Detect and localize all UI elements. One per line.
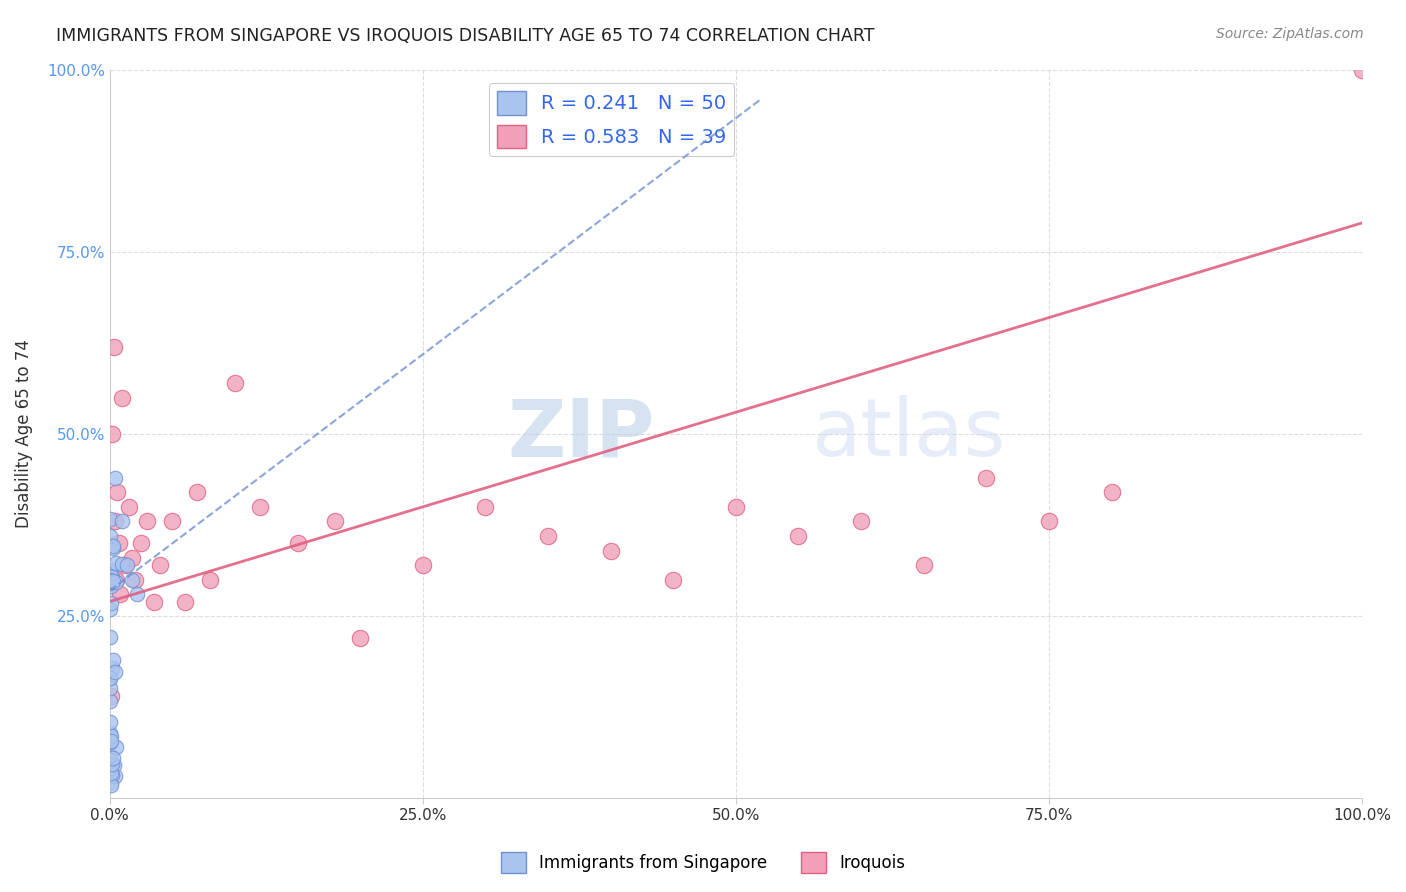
Point bbox=[108, 587, 131, 601]
Text: Source: ZipAtlas.com: Source: ZipAtlas.com bbox=[1216, 27, 1364, 41]
Point bbox=[100, 661, 122, 675]
Point bbox=[117, 500, 139, 514]
Point bbox=[100, 563, 122, 577]
Point bbox=[100, 734, 122, 748]
Point bbox=[111, 515, 134, 529]
Y-axis label: Disability Age 65 to 74: Disability Age 65 to 74 bbox=[15, 340, 32, 528]
Point bbox=[100, 689, 122, 703]
Point bbox=[287, 536, 309, 550]
Point bbox=[662, 573, 685, 587]
Point bbox=[173, 594, 195, 608]
Point bbox=[349, 631, 371, 645]
Point bbox=[101, 574, 124, 588]
Legend: R = 0.241   N = 50, R = 0.583   N = 39: R = 0.241 N = 50, R = 0.583 N = 39 bbox=[489, 84, 734, 156]
Point bbox=[100, 766, 122, 780]
Point bbox=[111, 391, 134, 405]
Point bbox=[100, 715, 122, 730]
Point bbox=[186, 485, 208, 500]
Point bbox=[98, 512, 121, 526]
Point bbox=[127, 587, 149, 601]
Point bbox=[100, 573, 122, 587]
Point bbox=[98, 630, 121, 644]
Point bbox=[100, 579, 122, 593]
Point bbox=[198, 573, 221, 587]
Point bbox=[98, 726, 121, 740]
Point bbox=[98, 681, 121, 695]
Text: atlas: atlas bbox=[811, 395, 1005, 473]
Point bbox=[129, 536, 152, 550]
Point bbox=[101, 653, 124, 667]
Point bbox=[101, 756, 124, 771]
Point bbox=[104, 471, 127, 485]
Point bbox=[100, 774, 122, 789]
Point bbox=[98, 756, 121, 771]
Point bbox=[98, 575, 121, 590]
Point bbox=[142, 594, 165, 608]
Point bbox=[104, 665, 127, 679]
Point bbox=[787, 529, 810, 543]
Point bbox=[912, 558, 935, 573]
Point bbox=[105, 573, 128, 587]
Point bbox=[98, 761, 121, 775]
Point bbox=[724, 500, 747, 514]
Point bbox=[101, 768, 124, 782]
Point bbox=[103, 340, 125, 354]
Point bbox=[124, 573, 146, 587]
Point bbox=[101, 427, 124, 442]
Point bbox=[474, 500, 496, 514]
Point bbox=[101, 540, 124, 554]
Point bbox=[100, 694, 122, 708]
Point bbox=[224, 376, 246, 390]
Point bbox=[103, 757, 125, 772]
Point bbox=[323, 515, 346, 529]
Point bbox=[98, 602, 121, 616]
Point bbox=[100, 569, 122, 583]
Point bbox=[105, 485, 128, 500]
Point bbox=[100, 596, 122, 610]
Text: ZIP: ZIP bbox=[508, 395, 654, 473]
Point bbox=[1038, 515, 1060, 529]
Point bbox=[105, 740, 128, 755]
Point bbox=[537, 529, 560, 543]
Point bbox=[100, 538, 122, 552]
Point bbox=[98, 735, 121, 749]
Point bbox=[412, 558, 434, 573]
Point bbox=[98, 671, 121, 685]
Point bbox=[105, 556, 128, 570]
Point bbox=[149, 558, 172, 573]
Point bbox=[101, 541, 124, 555]
Point bbox=[100, 569, 122, 583]
Point bbox=[107, 536, 129, 550]
Point bbox=[114, 558, 136, 573]
Point bbox=[104, 769, 127, 783]
Point bbox=[104, 575, 127, 590]
Point bbox=[162, 515, 184, 529]
Point bbox=[121, 550, 143, 565]
Point bbox=[117, 558, 139, 573]
Point bbox=[849, 515, 872, 529]
Point bbox=[98, 731, 121, 745]
Point bbox=[599, 543, 621, 558]
Point bbox=[100, 671, 122, 685]
Point bbox=[98, 756, 121, 770]
Point bbox=[104, 515, 127, 529]
Legend: Immigrants from Singapore, Iroquois: Immigrants from Singapore, Iroquois bbox=[495, 846, 911, 880]
Point bbox=[98, 565, 121, 579]
Point bbox=[136, 515, 159, 529]
Point bbox=[100, 778, 122, 792]
Point bbox=[101, 751, 124, 765]
Point bbox=[100, 729, 122, 743]
Point bbox=[976, 471, 998, 485]
Point bbox=[100, 529, 122, 543]
Point bbox=[111, 558, 134, 572]
Point bbox=[121, 573, 143, 587]
Text: IMMIGRANTS FROM SINGAPORE VS IROQUOIS DISABILITY AGE 65 TO 74 CORRELATION CHART: IMMIGRANTS FROM SINGAPORE VS IROQUOIS DI… bbox=[56, 27, 875, 45]
Point bbox=[249, 500, 271, 514]
Point bbox=[1101, 485, 1123, 500]
Point bbox=[98, 748, 121, 763]
Point bbox=[1351, 63, 1374, 78]
